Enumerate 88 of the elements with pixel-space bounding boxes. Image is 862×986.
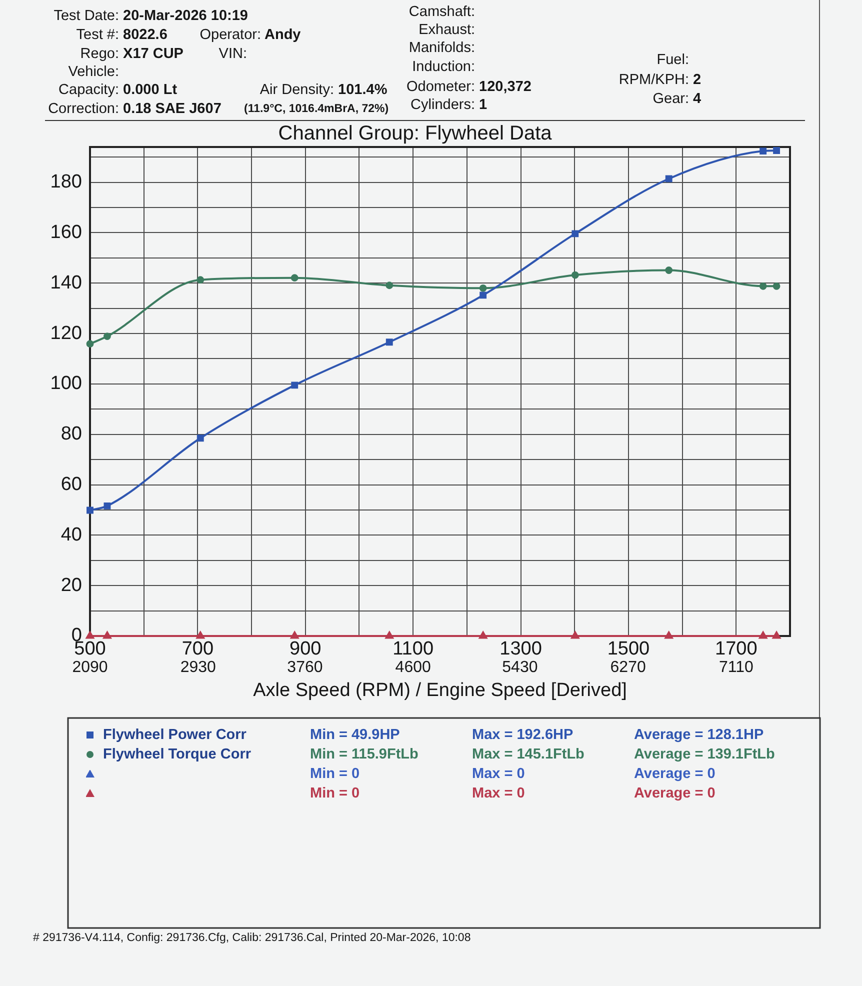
text: Max = 192.6HP bbox=[472, 727, 574, 743]
point bbox=[104, 332, 111, 340]
y-tick-label: 180 bbox=[50, 172, 82, 193]
text: Capacity: 0.000 Lt bbox=[58, 82, 178, 98]
text: # 291736-V4.114, Config: 291736.Cfg, Calib: 291736.Cal, Printed 20-Mar-2026, 10:08 bbox=[33, 931, 471, 946]
point bbox=[572, 230, 579, 238]
y-tick-label: 20 bbox=[60, 574, 82, 596]
x2-tick-label: 7110 bbox=[718, 659, 754, 676]
text: Max = 145.1FtLb bbox=[472, 746, 585, 762]
x-axis-title: Axle Speed (RPM) / Engine Speed [Derived] bbox=[253, 680, 627, 701]
point bbox=[664, 631, 674, 639]
x2-tick-label: 2090 bbox=[72, 659, 108, 676]
x2-tick-label: 5430 bbox=[502, 659, 538, 676]
point bbox=[196, 434, 204, 442]
point bbox=[104, 502, 111, 510]
text: Manifolds: bbox=[408, 40, 475, 56]
point bbox=[291, 382, 298, 389]
y-tick-label: 120 bbox=[50, 322, 82, 344]
point bbox=[386, 338, 393, 346]
point bbox=[772, 631, 781, 639]
text: Average = 0 bbox=[634, 766, 716, 782]
text: Correction: 0.18 SAE J607 bbox=[48, 101, 222, 117]
y-tick-label: 100 bbox=[50, 373, 82, 394]
point bbox=[772, 282, 780, 290]
point bbox=[773, 147, 780, 154]
point bbox=[386, 282, 394, 290]
text: Max = 0 bbox=[472, 766, 525, 782]
text: Average = 0 bbox=[634, 786, 716, 802]
text: (11.9°C, 1016.4mBrA, 72%) bbox=[244, 102, 389, 117]
text: Exhaust: bbox=[418, 22, 475, 38]
point bbox=[760, 148, 767, 155]
text: Camshaft: bbox=[408, 4, 475, 20]
point bbox=[479, 284, 487, 292]
text: VIN: bbox=[218, 46, 247, 62]
point bbox=[102, 631, 112, 639]
point bbox=[665, 266, 673, 274]
x-tick-label: 1500 bbox=[607, 638, 650, 660]
text: Average = 128.1HP bbox=[634, 727, 764, 743]
text: Min = 0 bbox=[310, 766, 360, 782]
text: Gear: 4 bbox=[652, 91, 702, 107]
point bbox=[480, 292, 487, 299]
x2-tick-label: 4600 bbox=[395, 659, 431, 676]
text: Fuel: bbox=[656, 52, 689, 68]
point bbox=[758, 631, 768, 639]
x-tick-label: 1100 bbox=[392, 638, 434, 660]
point bbox=[290, 274, 298, 282]
x2-tick-label: 3760 bbox=[287, 659, 323, 676]
text: Cylinders: 1 bbox=[410, 97, 488, 113]
legend-label: Flywheel Torque Corr bbox=[103, 746, 252, 762]
text: Air Density: 101.4% bbox=[260, 82, 388, 98]
text: Min = 115.9FtLb bbox=[310, 746, 419, 762]
text: Odometer: 120,372 bbox=[406, 79, 532, 95]
point bbox=[86, 631, 94, 639]
y-tick-label: 140 bbox=[50, 272, 82, 294]
text: Induction: bbox=[412, 59, 475, 75]
y-tick-label: 160 bbox=[50, 222, 82, 243]
text: Vehicle: bbox=[68, 64, 119, 80]
point bbox=[290, 631, 300, 639]
text: Average = 139.1FtLb bbox=[634, 746, 776, 762]
chart-title: Channel Group: Flywheel Data bbox=[278, 122, 553, 145]
point bbox=[570, 631, 580, 639]
point bbox=[86, 506, 94, 514]
point bbox=[665, 175, 672, 182]
text: Rego: X17 CUP bbox=[80, 46, 184, 62]
x-tick-label: 1700 bbox=[715, 638, 758, 660]
text: Max = 0 bbox=[472, 786, 525, 802]
point bbox=[478, 631, 488, 639]
text: Test #: 8022.6 bbox=[76, 27, 168, 43]
point bbox=[384, 631, 394, 639]
x2-tick-label: 6270 bbox=[610, 659, 646, 676]
x2-tick-label: 2930 bbox=[180, 659, 216, 676]
legend-label: Flywheel Power Corr bbox=[103, 727, 247, 743]
y-tick-label: 40 bbox=[60, 524, 82, 546]
x-tick-label: 1300 bbox=[500, 638, 542, 660]
x-tick-label: 900 bbox=[290, 638, 322, 660]
y-tick-label: 60 bbox=[60, 474, 82, 495]
point bbox=[86, 340, 94, 348]
point bbox=[759, 282, 767, 290]
x-tick-label: 700 bbox=[182, 638, 214, 660]
text: RPM/KPH: 2 bbox=[618, 72, 702, 88]
point bbox=[196, 631, 205, 639]
point bbox=[571, 271, 579, 279]
text: Min = 0 bbox=[310, 786, 360, 802]
point bbox=[196, 276, 204, 284]
text: Min = 49.9HP bbox=[310, 727, 400, 743]
y-tick-label: 80 bbox=[60, 424, 82, 445]
text: Operator: Andy bbox=[200, 27, 301, 43]
text: Test Date: 20-Mar-2026 10:19 bbox=[54, 8, 248, 24]
